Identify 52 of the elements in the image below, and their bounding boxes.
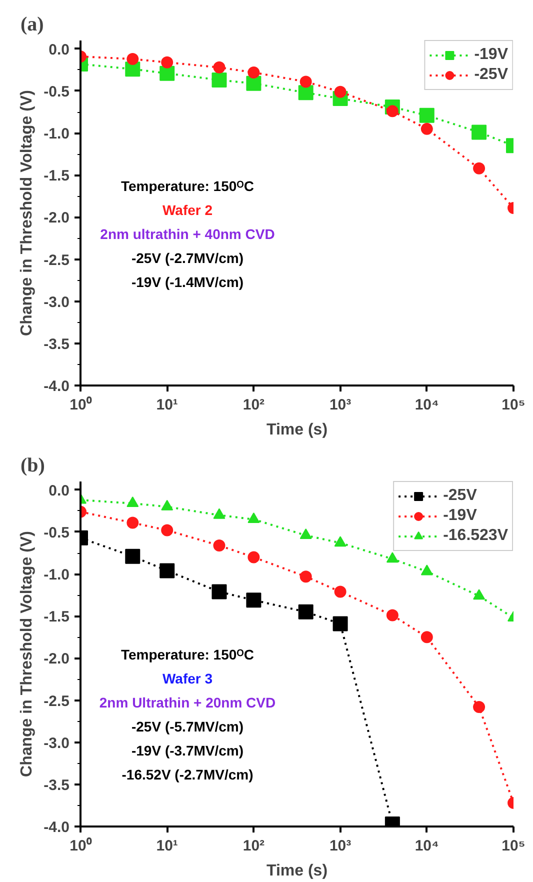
y-tick-label: -3.0: [44, 734, 70, 752]
y-tick-label: -1.5: [44, 168, 70, 185]
legend-label: -19V: [474, 46, 508, 64]
annotation: Wafer 3: [162, 670, 213, 687]
chart-title: (a): [20, 14, 44, 36]
x-tick-label: 10³: [329, 838, 352, 854]
annotation: -25V (-5.7MV/cm): [131, 718, 244, 735]
y-tick-label: -2.5: [44, 252, 70, 269]
legend-label: -16.523V: [443, 527, 508, 545]
annotation: -19V (-1.4MV/cm): [131, 274, 244, 290]
y-tick-label: -1.0: [44, 566, 70, 584]
legend-label: -25V: [474, 66, 508, 84]
annotation: Wafer 2: [162, 202, 213, 218]
y-tick-label: -2.0: [44, 650, 70, 668]
x-tick-label: 10⁵: [502, 396, 526, 414]
annotation: 2nm Ultrathin + 20nm CVD: [99, 694, 276, 711]
y-tick-label: 0.0: [48, 41, 70, 58]
annotation: 2nm ultrathin + 40nm CVD: [100, 226, 275, 242]
y-tick-label: -4.0: [44, 378, 70, 395]
chart-title: (b): [20, 454, 45, 476]
legend-label: -25V: [443, 487, 477, 505]
x-tick-label: 10²: [242, 838, 265, 854]
x-tick-label: 10¹: [156, 396, 178, 414]
annotation: Temperature: 150ᴼC: [120, 646, 254, 663]
y-tick-label: -1.5: [44, 608, 70, 626]
x-tick-label: 10⁰: [70, 836, 92, 854]
x-tick-label: 10⁴: [414, 396, 439, 414]
y-tick-label: -0.5: [44, 83, 70, 100]
y-tick-label: -1.0: [44, 126, 70, 143]
annotation: -19V (-3.7MV/cm): [131, 742, 244, 759]
legend-label: -19V: [443, 507, 477, 525]
y-tick-label: -2.0: [44, 210, 70, 227]
x-tick-label: 10²: [242, 396, 265, 414]
annotation: -16.52V (-2.7MV/cm): [122, 766, 254, 783]
annotation: Temperature: 150ᴼC: [120, 178, 254, 194]
y-tick-label: -0.5: [44, 524, 70, 542]
y-axis-title: Change in Threshold Voltage (V): [18, 90, 36, 336]
y-axis-title: Change in Threshold Voltage (V): [18, 531, 36, 777]
y-tick-label: 0.0: [48, 482, 70, 500]
y-tick-label: -4.0: [44, 819, 70, 836]
x-tick-label: 10³: [329, 396, 352, 414]
x-tick-label: 10⁰: [70, 396, 92, 414]
x-tick-label: 10⁴: [414, 838, 439, 854]
y-tick-label: -2.5: [44, 692, 70, 710]
y-tick-label: -3.5: [44, 336, 70, 353]
y-tick-label: -3.0: [44, 294, 70, 311]
annotation: -25V (-2.7MV/cm): [131, 250, 244, 266]
x-axis-title: Time (s): [266, 862, 328, 880]
x-axis-title: Time (s): [266, 422, 328, 438]
x-tick-label: 10¹: [156, 838, 178, 854]
y-tick-label: -3.5: [44, 776, 70, 794]
x-tick-label: 10⁵: [502, 838, 526, 854]
